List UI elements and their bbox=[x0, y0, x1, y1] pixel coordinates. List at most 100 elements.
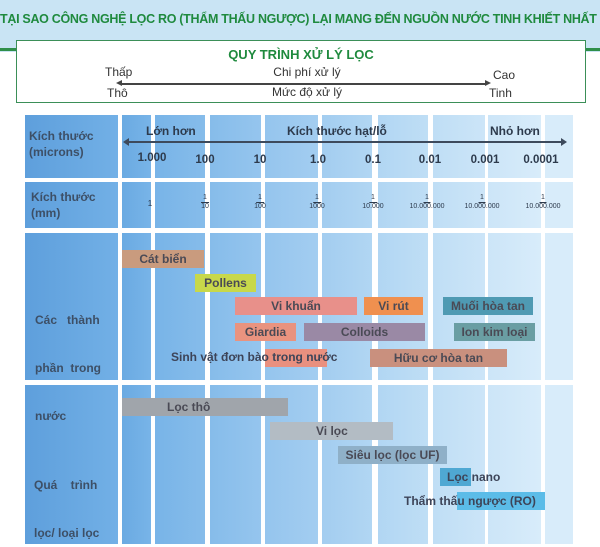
grid-cell bbox=[265, 182, 318, 228]
mm-tick: 1 10.000.000 bbox=[464, 194, 499, 211]
filter-nano: Lọc nano bbox=[447, 470, 501, 484]
grid-cell bbox=[378, 115, 428, 178]
filter-ro-bar bbox=[457, 492, 545, 510]
grid-cell bbox=[545, 115, 573, 178]
grid-cell bbox=[210, 115, 261, 178]
grid-cell bbox=[545, 233, 573, 380]
micron-tick: 10 bbox=[253, 154, 267, 166]
grid-cell bbox=[155, 182, 205, 228]
component-sand: Cát biển bbox=[122, 250, 204, 268]
row-label-line: (microns) bbox=[29, 145, 84, 159]
row-label-cell bbox=[25, 115, 118, 178]
grid-cell bbox=[155, 115, 205, 178]
cost-label: Chi phí xử lý bbox=[273, 65, 341, 79]
double-arrow-icon bbox=[116, 80, 491, 86]
micron-tick: 0.01 bbox=[418, 154, 442, 166]
frac-num: 1 bbox=[201, 194, 209, 203]
quality-label: Mức độ xử lý bbox=[271, 85, 343, 99]
cost-low-label: Thấp bbox=[105, 65, 133, 79]
mm-tick: 1 bbox=[148, 200, 152, 208]
mm-tick-value: 1 bbox=[147, 199, 153, 208]
row-label-line: phần trong bbox=[35, 361, 101, 375]
component-metal-ions: Ion kim loại bbox=[454, 323, 535, 341]
frac-num: 1 bbox=[256, 194, 264, 203]
frac-den: 10.000.000 bbox=[525, 203, 561, 210]
component-virus: Vi rút bbox=[364, 297, 423, 315]
grid-cell bbox=[433, 385, 485, 544]
grid-cell bbox=[378, 182, 428, 228]
divider-right bbox=[585, 48, 600, 51]
frac-den: 10.000 bbox=[362, 203, 384, 210]
frac-den: 1000 bbox=[309, 203, 325, 210]
process-title: QUY TRÌNH XỬ LÝ LỌC bbox=[228, 47, 374, 62]
frac-num: 1 bbox=[539, 194, 547, 203]
axis-size-label: Kích thước hạt/lỗ bbox=[287, 124, 387, 138]
process-box: QUY TRÌNH XỬ LÝ LỌC Thấp Chi phí xử lý C… bbox=[16, 40, 586, 103]
mm-tick: 1 10.000.000 bbox=[409, 194, 444, 211]
frac-den: 10 bbox=[201, 203, 209, 210]
frac-den: 10.000.000 bbox=[464, 203, 500, 210]
mm-tick: 1 10.000 bbox=[362, 194, 383, 211]
row-label-process: Quá trình lọc/ loại lọc bbox=[34, 445, 99, 547]
row-label-cell bbox=[25, 385, 118, 544]
row-label-line: (mm) bbox=[31, 206, 61, 220]
filter-micro: Vi lọc bbox=[270, 422, 393, 440]
row-label-line: nước bbox=[35, 409, 67, 423]
micron-tick: 1.0 bbox=[310, 154, 326, 166]
filter-coarse: Lọc thô bbox=[122, 398, 288, 416]
frac-den: 100 bbox=[254, 203, 266, 210]
row-label-mm: Kích thước (mm) bbox=[31, 189, 96, 221]
grid-cell bbox=[488, 115, 541, 178]
grid-cell bbox=[545, 182, 573, 228]
micron-tick: 1.000 bbox=[137, 152, 167, 164]
row-label-microns: Kích thước (microns) bbox=[29, 128, 94, 160]
grid-cell bbox=[488, 182, 541, 228]
row-label-line: Quá trình bbox=[34, 478, 98, 492]
frac-num: 1 bbox=[478, 194, 486, 203]
grid-cell bbox=[122, 182, 151, 228]
component-dissolved-organics: Hữu cơ hòa tan bbox=[370, 349, 507, 367]
divider-left bbox=[0, 48, 17, 51]
micron-tick: 0.0001 bbox=[523, 154, 559, 166]
component-dissolved-salts: Muối hòa tan bbox=[443, 297, 533, 315]
component-giardia: Giardia bbox=[235, 323, 296, 341]
row-label-line: lọc/ loại lọc bbox=[34, 526, 100, 540]
axis-smaller-label: Nhỏ hơn bbox=[490, 124, 540, 138]
grid-cell bbox=[322, 115, 372, 178]
component-colloids: Colloids bbox=[304, 323, 425, 341]
component-pollens: Pollens bbox=[195, 274, 256, 292]
row-label-line: Kích thước bbox=[31, 190, 96, 204]
grid-cell bbox=[322, 182, 372, 228]
mm-tick: 1 1000 bbox=[309, 194, 325, 211]
component-bacteria: Vi khuẩn bbox=[235, 297, 357, 315]
row-label-components: Các thành phần trong nước bbox=[35, 280, 101, 440]
frac-den: 10.000.000 bbox=[409, 203, 445, 210]
row-label-cell bbox=[25, 233, 118, 380]
micron-tick: 0.1 bbox=[365, 154, 381, 166]
micron-tick: 0.001 bbox=[470, 154, 500, 166]
frac-num: 1 bbox=[313, 194, 321, 203]
grid-cell bbox=[545, 385, 573, 544]
grid-cell bbox=[210, 182, 261, 228]
grid-cell bbox=[122, 115, 151, 178]
cost-high-label: Cao bbox=[493, 68, 516, 82]
filter-ro: Thẩm thấu ngược (RO) bbox=[404, 494, 536, 508]
size-double-arrow-icon bbox=[123, 138, 567, 146]
row-label-line: Kích thước bbox=[29, 129, 94, 143]
mm-tick: 1 10.000.000 bbox=[525, 194, 560, 211]
grid-cell bbox=[378, 385, 428, 544]
mm-tick: 1 100 bbox=[254, 194, 266, 211]
mm-tick: 1 10 bbox=[201, 194, 209, 211]
grid-cell bbox=[265, 115, 318, 178]
quality-coarse-label: Thô bbox=[107, 86, 128, 100]
filter-nano-bar bbox=[440, 468, 471, 486]
row-label-cell bbox=[25, 182, 118, 228]
grid-cell bbox=[322, 385, 372, 544]
component-protozoa-bar bbox=[265, 349, 327, 367]
axis-larger-label: Lớn hơn bbox=[146, 124, 196, 138]
component-protozoa: Sinh vật đơn bào trong nước bbox=[171, 350, 338, 364]
filter-ultra: Siêu lọc (lọc UF) bbox=[338, 446, 447, 464]
micron-tick: 100 bbox=[195, 154, 215, 166]
grid-cell bbox=[433, 182, 485, 228]
frac-num: 1 bbox=[369, 194, 377, 203]
